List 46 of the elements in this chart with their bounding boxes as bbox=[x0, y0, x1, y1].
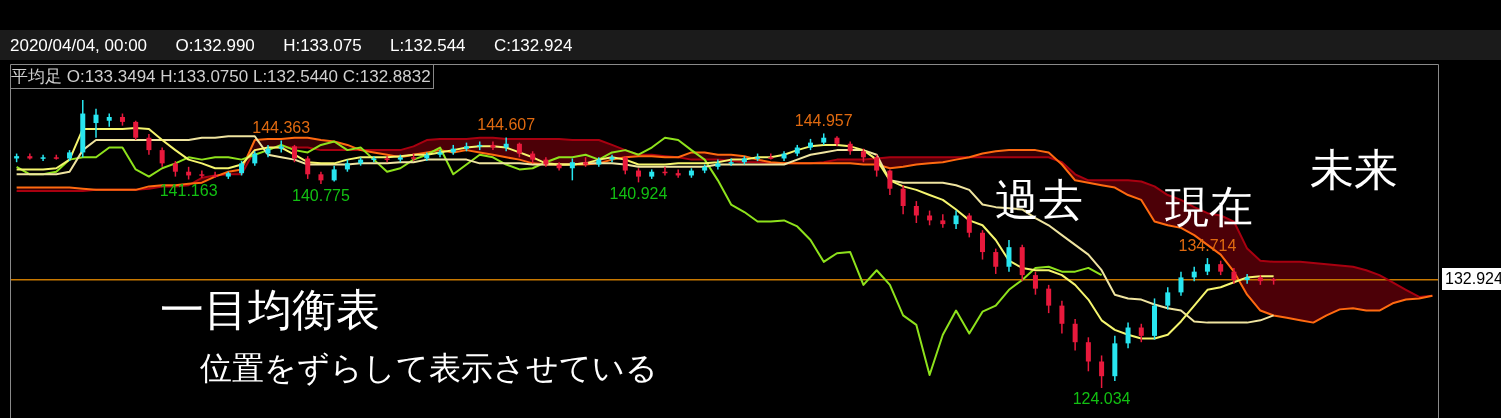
annotation: 位置をずらして表示させている bbox=[200, 349, 658, 387]
candlestick bbox=[728, 157, 734, 167]
text: 141.163 bbox=[159, 181, 218, 199]
candlestick bbox=[887, 168, 893, 196]
candlestick bbox=[1085, 336, 1091, 373]
chart-subtitle: 平均足 O:133.3494 H:133.0750 L:132.5440 C:132.8832 bbox=[11, 65, 434, 89]
candlestick bbox=[106, 112, 112, 128]
candlestick bbox=[1138, 323, 1144, 343]
candlestick bbox=[1178, 270, 1184, 297]
text: 144.363 bbox=[252, 119, 311, 137]
annotation: 現在 bbox=[1165, 181, 1253, 232]
annotation: 未来 bbox=[1310, 144, 1398, 195]
candlestick bbox=[1244, 273, 1250, 285]
candlestick bbox=[93, 107, 99, 139]
candlestick bbox=[159, 146, 165, 168]
annotation: 一目均衡表 bbox=[160, 284, 380, 335]
chart-title: 2020/04/04, 00:00 O:132.990 H:133.075 L:132.544 C:132.924 bbox=[10, 36, 573, 56]
candlestick bbox=[1032, 270, 1038, 296]
candlestick bbox=[305, 155, 311, 180]
candlestick bbox=[1099, 354, 1105, 389]
text: 124.034 bbox=[1072, 390, 1131, 408]
text: 140.775 bbox=[292, 186, 350, 204]
text: 144.957 bbox=[794, 111, 853, 129]
candlestick bbox=[199, 169, 205, 179]
candlestick bbox=[900, 184, 906, 216]
candlestick bbox=[133, 119, 139, 141]
candlestick bbox=[953, 209, 959, 230]
candlestick bbox=[940, 213, 946, 229]
candlestick bbox=[490, 140, 496, 151]
text: 140.924 bbox=[609, 184, 668, 202]
candlestick bbox=[1046, 284, 1052, 314]
candlestick bbox=[503, 136, 509, 153]
candlestick bbox=[966, 212, 972, 239]
candlestick bbox=[1165, 286, 1171, 311]
candlestick bbox=[913, 200, 919, 224]
candlestick bbox=[1125, 321, 1131, 350]
candlestick bbox=[1059, 299, 1065, 335]
candlestick bbox=[569, 157, 575, 182]
candlestick bbox=[993, 247, 999, 275]
candlestick bbox=[1006, 239, 1012, 273]
candlestick bbox=[146, 133, 152, 156]
candlestick bbox=[622, 155, 628, 176]
candlestick bbox=[1072, 318, 1078, 352]
candlestick bbox=[874, 153, 880, 178]
text: 144.607 bbox=[477, 115, 536, 133]
candlestick bbox=[980, 229, 986, 261]
